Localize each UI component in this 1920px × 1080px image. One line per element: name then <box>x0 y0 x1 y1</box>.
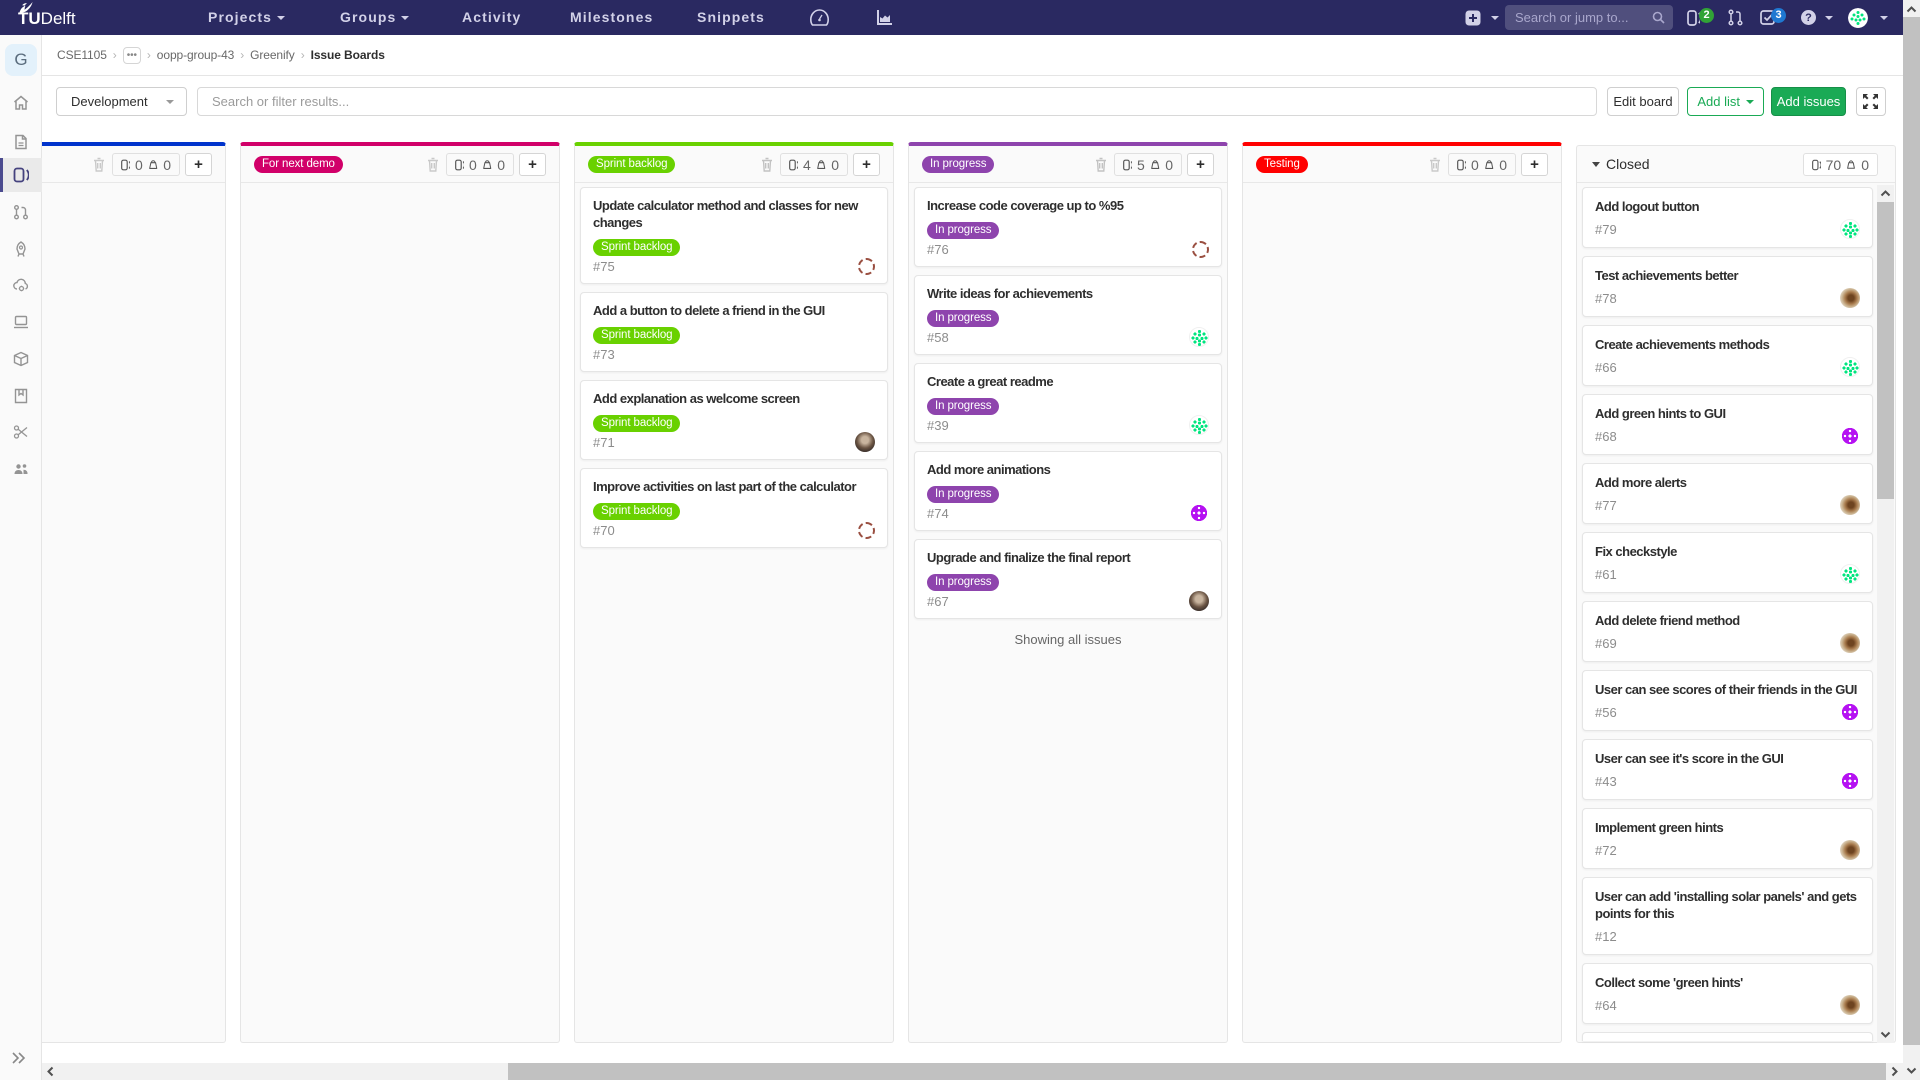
svg-text:?: ? <box>1805 12 1812 24</box>
